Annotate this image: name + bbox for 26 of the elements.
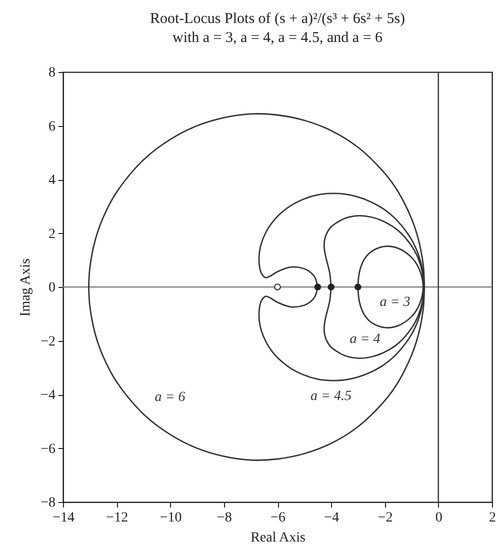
series-label: a = 6 bbox=[154, 390, 186, 405]
series-label: a = 4.5 bbox=[310, 389, 352, 404]
y-tick-label: −2 bbox=[40, 334, 56, 350]
x-tick-label: −6 bbox=[270, 510, 286, 526]
y-tick-label: 6 bbox=[48, 119, 56, 134]
series-label: a = 4 bbox=[350, 332, 380, 347]
y-tick-label: 2 bbox=[48, 226, 56, 242]
y-tick-label: 0 bbox=[48, 280, 56, 296]
x-tick-label: −12 bbox=[106, 510, 128, 526]
chart-title: Root-Locus Plots of (s + a)²/(s³ + 6s² + 5s) bbox=[150, 11, 406, 27]
y-tick-label: −4 bbox=[40, 388, 56, 403]
x-axis-title: Real Axis bbox=[250, 530, 306, 546]
y-tick-label: 8 bbox=[48, 66, 56, 80]
x-tick-label: 2 bbox=[489, 510, 496, 526]
chart-subtitle: with a = 3, a = 4, a = 4.5, and a = 6 bbox=[172, 30, 384, 46]
x-tick-label: −4 bbox=[324, 510, 340, 526]
series-label: a = 3 bbox=[380, 295, 410, 310]
x-tick-label: −2 bbox=[378, 510, 393, 526]
y-tick-label: −6 bbox=[40, 442, 56, 457]
x-tick-label: −8 bbox=[216, 510, 232, 526]
y-tick-label: −8 bbox=[40, 496, 56, 510]
x-tick-label: 0 bbox=[435, 510, 442, 526]
x-tick-label: −10 bbox=[160, 510, 182, 526]
x-tick-label: −14 bbox=[52, 510, 74, 526]
y-tick-label: 4 bbox=[48, 173, 56, 188]
y-axis-title: Imag Axis bbox=[18, 258, 34, 316]
